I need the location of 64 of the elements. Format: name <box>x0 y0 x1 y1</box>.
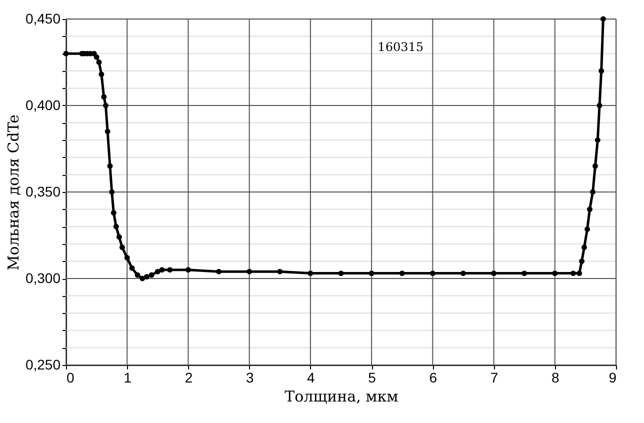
point <box>144 274 150 280</box>
x-tick-label: 3 <box>246 370 254 386</box>
y-tick-label: 0,350 <box>25 184 61 200</box>
x-tick-label: 2 <box>184 370 193 386</box>
point <box>134 272 140 278</box>
point <box>96 60 102 65</box>
point <box>63 50 69 56</box>
point <box>167 267 173 273</box>
point <box>98 72 104 78</box>
point <box>216 268 222 274</box>
x-tick-label: 5 <box>368 370 376 386</box>
x-tick-label: 8 <box>551 370 560 386</box>
point <box>129 265 135 271</box>
point <box>104 128 110 134</box>
point <box>598 68 604 74</box>
point <box>596 102 602 108</box>
point <box>552 270 558 276</box>
annotation: 160315 <box>378 40 424 54</box>
point <box>581 244 587 250</box>
point <box>277 268 283 274</box>
x-tick-label: 4 <box>307 370 316 386</box>
point <box>522 270 528 276</box>
point <box>576 270 582 276</box>
point <box>185 267 191 273</box>
point <box>107 163 113 169</box>
y-tick-label: 0,300 <box>25 270 61 286</box>
x-tick-label: 7 <box>490 370 498 386</box>
point <box>101 94 107 100</box>
point <box>491 270 497 276</box>
point <box>159 267 165 273</box>
point <box>570 270 576 276</box>
point <box>430 270 436 276</box>
point <box>600 16 606 22</box>
x-tick-label: 1 <box>124 370 132 386</box>
point <box>594 137 600 143</box>
point <box>154 268 160 274</box>
point <box>246 268 252 274</box>
point <box>124 255 130 260</box>
y-tick-label: 0,400 <box>25 97 61 113</box>
point <box>584 226 590 232</box>
point <box>109 189 115 195</box>
point <box>460 270 466 276</box>
point <box>399 270 405 276</box>
point <box>590 189 596 195</box>
point <box>110 210 116 216</box>
x-tick-label: 9 <box>608 370 617 386</box>
y-tick-label: 0,250 <box>25 356 61 372</box>
point <box>579 258 585 264</box>
point <box>113 224 119 230</box>
point <box>119 244 125 250</box>
x-tick-label: 6 <box>429 370 438 386</box>
point <box>308 270 314 276</box>
y-tick-label: 0,450 <box>25 10 61 26</box>
point <box>592 163 598 169</box>
point <box>368 270 374 276</box>
point <box>586 206 592 212</box>
point <box>148 272 154 278</box>
point <box>116 234 122 240</box>
point <box>338 270 344 276</box>
x-tick-label: 0 <box>66 370 74 386</box>
point <box>94 54 100 60</box>
y-axis-title: Мольная доля CdTe <box>4 114 22 271</box>
x-axis-title: Толщина, мкм <box>284 388 399 406</box>
point <box>102 102 108 108</box>
